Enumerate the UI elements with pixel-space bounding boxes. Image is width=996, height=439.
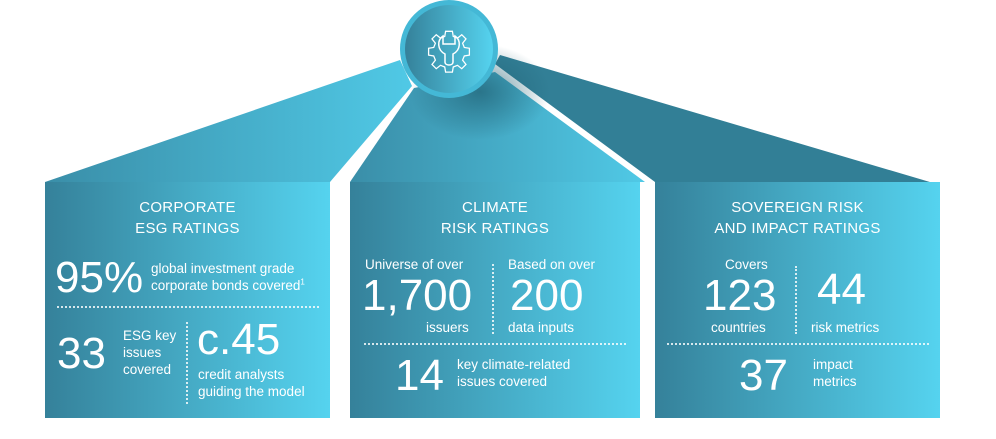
stat-label: issuers <box>426 320 469 335</box>
stat-label: data inputs <box>508 320 575 335</box>
stat-value: 200 <box>510 271 584 320</box>
stat-prefix: Universe of over <box>365 257 464 272</box>
stat-value: 14 <box>395 351 444 400</box>
stat-label: global investment grade corporate bonds c… <box>151 261 305 293</box>
divider <box>186 322 188 404</box>
stat-label: credit analysts guiding the model <box>198 367 305 399</box>
divider <box>795 266 797 334</box>
stat-value: 33 <box>57 329 106 378</box>
stat-label: ESG key issues covered <box>123 328 177 377</box>
divider <box>364 343 626 345</box>
stat-value: c.45 <box>197 315 281 364</box>
stat-label: countries <box>711 320 766 335</box>
stat-prefix: Based on over <box>508 257 596 272</box>
stat-value: 123 <box>703 271 777 320</box>
badge <box>405 5 493 93</box>
stat-value: 37 <box>739 351 788 400</box>
stat-label: impact metrics <box>813 357 857 389</box>
divider <box>667 343 929 345</box>
panel-corporate-esg-ratings: CORPORATE ESG RATINGS 95% global investme… <box>45 182 330 418</box>
divider <box>57 306 319 308</box>
panel-title: CLIMATE RISK RATINGS <box>440 199 550 237</box>
panel-title: SOVEREIGN RISK AND IMPACT RATINGS <box>714 199 881 237</box>
stat-value: 1,700 <box>362 271 473 320</box>
stat-value: 95% <box>55 253 144 302</box>
gear-wrench-icon <box>427 30 471 73</box>
stat-prefix: Covers <box>725 257 768 272</box>
stat-value: 44 <box>817 265 866 314</box>
panel-sovereign-risk-impact-ratings: SOVEREIGN RISK AND IMPACT RATINGS Covers … <box>655 182 940 418</box>
stat-label: key climate-related issues covered <box>457 357 571 389</box>
divider <box>492 264 494 334</box>
panel-climate-risk-ratings: CLIMATE RISK RATINGS Universe of over 1,7… <box>350 182 640 418</box>
stat-label: risk metrics <box>811 320 880 335</box>
roof-right <box>495 55 940 185</box>
roof-left <box>45 60 412 182</box>
panel-title: CORPORATE ESG RATINGS <box>135 199 240 237</box>
